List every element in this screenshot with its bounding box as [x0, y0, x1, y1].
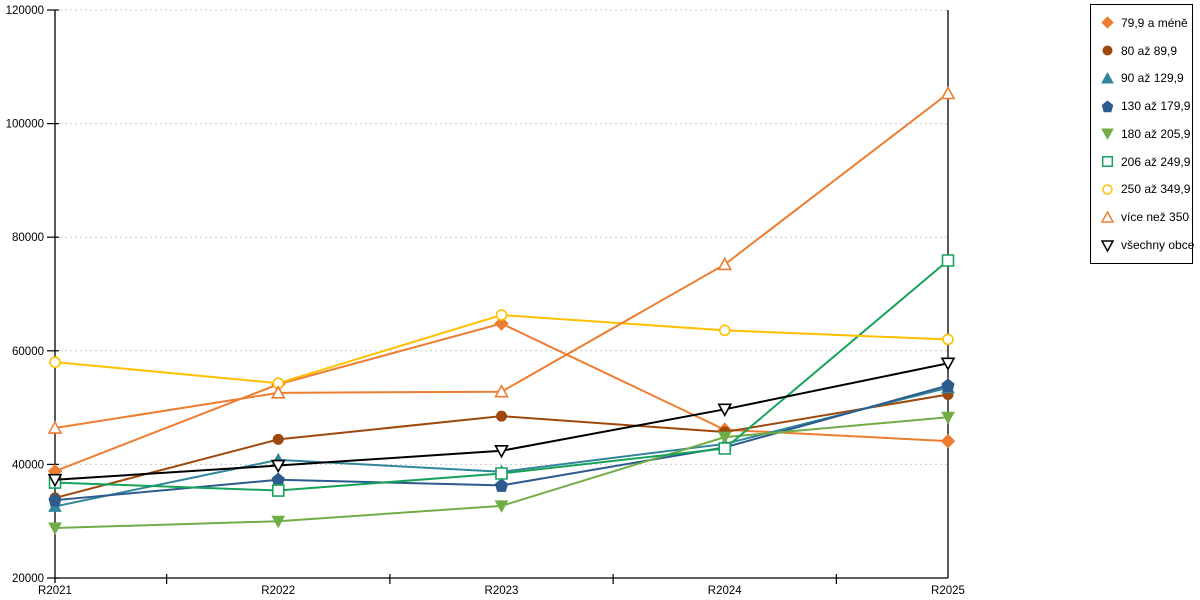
marker-series4-pt2: [494, 500, 509, 513]
legend-item: 250 až 349,9: [1100, 182, 1191, 197]
triangle-up-icon: [1100, 210, 1115, 223]
legend-label: 90 až 129,9: [1121, 71, 1184, 86]
marker-series7-pt1: [270, 385, 286, 399]
legend-item: více než 350: [1100, 210, 1190, 225]
x-tick-label: R2021: [38, 585, 72, 597]
marker-series5-pt3: [718, 442, 732, 455]
x-tick-label: R2022: [261, 585, 295, 597]
legend-item: 206 až 249,9: [1100, 154, 1191, 169]
marker-series7-pt3: [717, 256, 733, 271]
marker-series6-pt2: [495, 309, 508, 321]
legend-item: 79,9 a méně: [1100, 15, 1188, 30]
legend-label: 250 až 349,9: [1121, 182, 1191, 197]
marker-series8-pt3: [717, 403, 733, 417]
triangle-up-legend-icon: [1101, 71, 1114, 84]
marker-series4-pt4: [941, 411, 955, 425]
y-tick-label: 60000: [12, 346, 44, 358]
legend-label: 180 až 205,9: [1121, 126, 1191, 141]
marker-series3-pt2: [494, 478, 509, 492]
legend-label: 130 až 179,9: [1121, 99, 1191, 114]
marker-series3-pt4: [941, 378, 955, 392]
circle-icon: [1102, 184, 1113, 195]
circle-icon: [1102, 45, 1113, 56]
square-legend-icon: [1101, 156, 1114, 168]
marker-series5-pt1: [271, 484, 285, 497]
marker-series4-pt3: [717, 431, 732, 445]
legend-item: všechny obce: [1100, 238, 1194, 253]
marker-series6-pt3: [718, 324, 731, 337]
y-tick-label: 80000: [12, 232, 44, 244]
y-tick-label: 100000: [6, 119, 44, 131]
marker-series8-pt0: [47, 473, 63, 488]
marker-series6-pt0: [49, 356, 61, 368]
marker-series7-pt2: [494, 384, 509, 398]
legend-label: 206 až 249,9: [1121, 154, 1191, 169]
y-tick-label: 120000: [6, 5, 44, 17]
legend-item: 90 až 129,9: [1100, 71, 1188, 86]
marker-series5-pt4: [941, 254, 955, 267]
legend-label: všechny obce: [1121, 238, 1195, 252]
legend-label: 79,9 a méně: [1121, 15, 1188, 30]
circle-legend-icon: [1102, 184, 1113, 195]
marker-series3-pt0: [48, 493, 62, 507]
marker-series4-pt1: [271, 515, 286, 529]
marker-series0-pt2: [494, 316, 509, 331]
legend-item: 130 až 179,9: [1100, 99, 1191, 114]
marker-series0-pt4: [940, 433, 956, 449]
marker-series3-pt1: [271, 472, 285, 487]
triangle-up-icon: [1101, 71, 1114, 84]
triangle-down-legend-icon: [1101, 128, 1114, 141]
pentagon-legend-icon: [1101, 100, 1114, 112]
diamond-icon: [1101, 16, 1114, 30]
legend-item: 80 až 89,9: [1100, 43, 1188, 58]
triangle-up-legend-icon: [1100, 210, 1115, 223]
legend-label: 80 až 89,9: [1121, 43, 1178, 58]
square-icon: [1101, 156, 1114, 168]
marker-series5-pt2: [495, 467, 508, 480]
pentagon-icon: [1101, 100, 1114, 112]
y-tick-label: 40000: [12, 459, 44, 471]
triangle-down-icon: [1100, 239, 1115, 253]
x-tick-label: R2023: [485, 585, 519, 597]
marker-series7-pt4: [940, 85, 956, 100]
x-tick-label: R2025: [931, 585, 965, 597]
marker-series8-pt4: [940, 357, 956, 371]
marker-series1-pt1: [272, 433, 284, 445]
legend-item: 180 až 205,9: [1100, 126, 1191, 141]
y-tick-label: 20000: [12, 573, 44, 585]
circle-legend-icon: [1102, 45, 1113, 56]
x-tick-label: R2024: [708, 585, 742, 597]
marker-series4-pt0: [48, 522, 62, 536]
marker-series8-pt1: [270, 459, 286, 474]
diamond-legend-icon: [1101, 16, 1114, 30]
marker-series1-pt2: [496, 410, 507, 422]
legend-label: více než 350: [1121, 210, 1190, 225]
triangle-down-icon: [1101, 128, 1114, 141]
triangle-down-legend-icon: [1100, 239, 1115, 253]
marker-series7-pt0: [47, 420, 63, 434]
marker-series6-pt4: [942, 333, 954, 346]
chart-legend: 79,9 a méně 80 až 89,9 90 až 129,9 130 až 1…: [1090, 4, 1194, 264]
marker-series8-pt2: [494, 444, 509, 459]
series-line-7: [54, 92, 949, 430]
